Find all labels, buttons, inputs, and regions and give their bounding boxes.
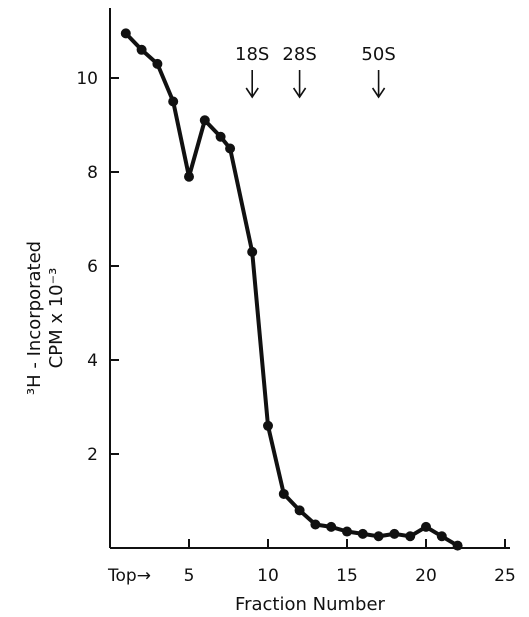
- series-line-0: [123, 31, 460, 548]
- data-point: [326, 521, 337, 532]
- marker-label-18s: 18S: [235, 44, 269, 65]
- y-tick-label-4: 4: [87, 351, 98, 371]
- data-point: [120, 28, 131, 39]
- x-tick-label-15: 15: [336, 566, 358, 586]
- marker-label-28s: 28S: [282, 44, 316, 65]
- data-point: [357, 528, 368, 539]
- data-point: [294, 505, 305, 516]
- y-tick-label-2: 2: [87, 445, 98, 465]
- x-axis-title: Fraction Number: [235, 594, 385, 615]
- marker-arrow-head-50s: [371, 87, 386, 99]
- x-tick-label-10: 10: [257, 566, 279, 586]
- data-point: [168, 96, 179, 107]
- marker-arrow-head-18s: [245, 87, 259, 99]
- data-point: [405, 531, 416, 542]
- data-point: [278, 488, 289, 499]
- data-point: [215, 131, 226, 142]
- axes: [109, 8, 510, 549]
- y-axis-title-line2: CPM x 10⁻³: [46, 268, 67, 369]
- y-tick-label-6: 6: [87, 257, 98, 277]
- data-point: [263, 420, 273, 431]
- x-tick-label-20: 20: [415, 566, 437, 586]
- x-tick-label-25: 25: [494, 566, 516, 586]
- data-point: [389, 528, 400, 539]
- data-point: [225, 143, 236, 154]
- data-point: [184, 171, 194, 182]
- y-tick-label-10: 10: [76, 69, 98, 89]
- x-axis-start-label: Top→: [107, 566, 151, 586]
- data-point: [310, 519, 321, 530]
- marker-arrow-head-28s: [292, 87, 307, 99]
- data-point: [342, 526, 352, 537]
- data-point: [421, 521, 431, 532]
- data-point: [373, 531, 384, 542]
- data-point: [136, 44, 147, 55]
- data-point: [247, 246, 258, 257]
- data-point: [199, 115, 210, 126]
- sedimentation-markers: 18S 28S 50S: [235, 44, 396, 99]
- data-point: [152, 58, 163, 69]
- data-point: [452, 540, 463, 551]
- data-point: [436, 531, 447, 542]
- y-tick-label-8: 8: [87, 163, 98, 183]
- ticks: 2 4 6 8 10 5 10 15 20 25: [76, 69, 515, 586]
- y-axis-title-line1: ³H - Incorporated: [24, 241, 45, 395]
- data-series: [120, 28, 463, 551]
- marker-label-50s: 50S: [361, 44, 395, 65]
- x-tick-label-5: 5: [184, 566, 195, 586]
